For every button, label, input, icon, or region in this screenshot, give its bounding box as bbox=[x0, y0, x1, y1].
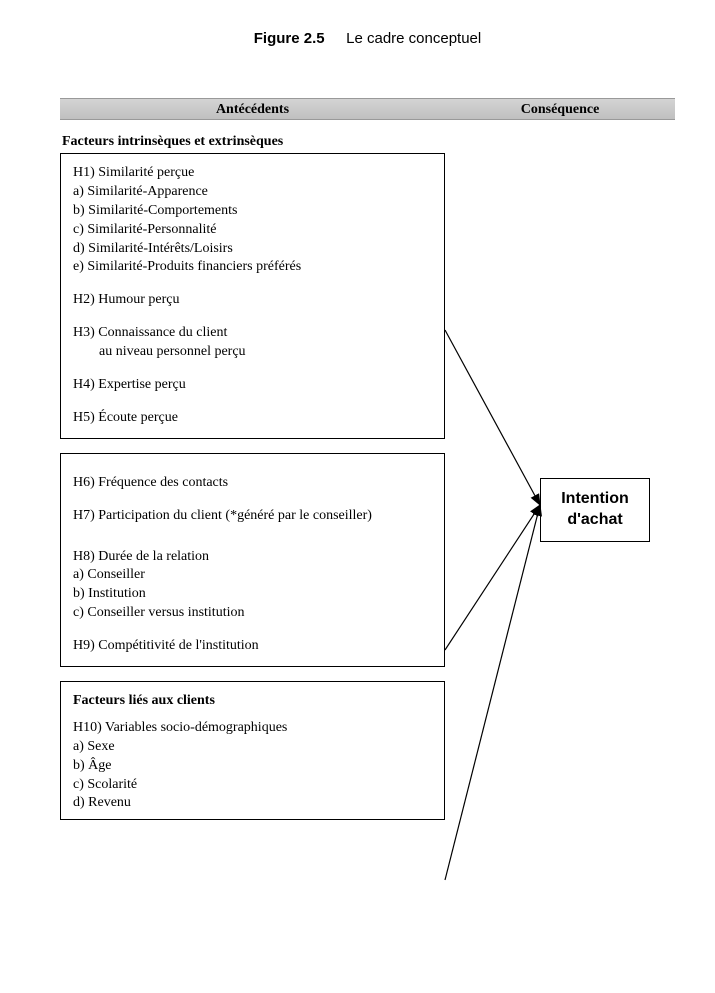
h10: H10) Variables socio-démographiques bbox=[73, 719, 432, 738]
figure-title: Figure 2.5 Le cadre conceptuel bbox=[60, 30, 675, 48]
box-intrinsic-factors: H1) Similarité perçue a) Similarité-Appa… bbox=[60, 153, 445, 439]
figure-caption: Le cadre conceptuel bbox=[346, 30, 481, 47]
h1e: e) Similarité-Produits financiers préfér… bbox=[73, 258, 432, 277]
h8c: c) Conseiller versus institution bbox=[73, 604, 432, 623]
h5: H5) Écoute perçue bbox=[73, 409, 432, 428]
h1c: c) Similarité-Personnalité bbox=[73, 221, 432, 240]
header-band: Antécédents Conséquence bbox=[60, 98, 675, 120]
h3b: au niveau personnel perçu bbox=[73, 343, 432, 362]
h10b: b) Âge bbox=[73, 757, 432, 776]
h1d: d) Similarité-Intérêts/Loisirs bbox=[73, 240, 432, 259]
h10c: c) Scolarité bbox=[73, 776, 432, 795]
section-title-clients: Facteurs liés aux clients bbox=[73, 692, 432, 711]
h3a: H3) Connaissance du client bbox=[73, 324, 432, 343]
h2: H2) Humour perçu bbox=[73, 291, 432, 310]
h1b: b) Similarité-Comportements bbox=[73, 202, 432, 221]
h8a: a) Conseiller bbox=[73, 566, 432, 585]
section-title-intrinsic: Facteurs intrinsèques et extrinsèques bbox=[62, 134, 675, 150]
h8: H8) Durée de la relation bbox=[73, 548, 432, 567]
outcome-box: Intention d'achat bbox=[540, 478, 650, 542]
box-relationship-factors: H6) Fréquence des contacts H7) Participa… bbox=[60, 453, 445, 667]
outcome-line2: d'achat bbox=[559, 510, 631, 531]
header-antecedents: Antécédents bbox=[60, 99, 445, 119]
h10a: a) Sexe bbox=[73, 738, 432, 757]
h1a: a) Similarité-Apparence bbox=[73, 183, 432, 202]
h4: H4) Expertise perçu bbox=[73, 376, 432, 395]
figure-number: Figure 2.5 bbox=[254, 30, 325, 47]
h9: H9) Compétitivité de l'institution bbox=[73, 637, 432, 656]
header-consequence: Conséquence bbox=[445, 99, 675, 119]
h1: H1) Similarité perçue bbox=[73, 164, 432, 183]
h6: H6) Fréquence des contacts bbox=[73, 474, 432, 493]
h8b: b) Institution bbox=[73, 585, 432, 604]
outcome-line1: Intention bbox=[559, 489, 631, 510]
h10d: d) Revenu bbox=[73, 794, 432, 813]
h7: H7) Participation du client (*généré par… bbox=[73, 507, 432, 526]
box-client-factors: Facteurs liés aux clients H10) Variables… bbox=[60, 681, 445, 820]
